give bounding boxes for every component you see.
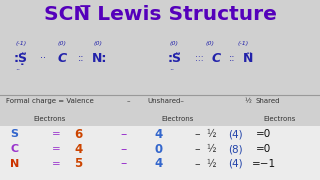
Text: :::: ::: [195, 54, 203, 63]
Text: 0: 0 [154, 143, 163, 156]
Text: ½: ½ [206, 129, 216, 139]
Text: Formal charge = Valence: Formal charge = Valence [6, 98, 94, 104]
Text: =: = [52, 129, 60, 139]
Text: (4): (4) [228, 129, 243, 139]
Text: 4: 4 [74, 143, 83, 156]
Text: –: – [120, 128, 126, 141]
Text: :Ṣ̈: :Ṣ̈ [14, 52, 28, 65]
Text: 6: 6 [74, 128, 83, 141]
FancyBboxPatch shape [0, 126, 320, 180]
Text: (4): (4) [228, 159, 243, 169]
Text: Electrons: Electrons [33, 116, 66, 122]
Text: (0): (0) [170, 41, 179, 46]
Text: SCN̅ Lewis Structure: SCN̅ Lewis Structure [44, 5, 276, 24]
Text: C: C [10, 144, 19, 154]
Text: ½: ½ [206, 159, 216, 169]
Text: (8): (8) [228, 144, 243, 154]
Text: –: – [120, 143, 126, 156]
Text: Shared: Shared [256, 98, 281, 104]
Text: C: C [58, 52, 67, 65]
Text: ½: ½ [206, 144, 216, 154]
Text: N: N [10, 159, 19, 169]
Text: 4: 4 [154, 128, 163, 141]
Text: –: – [194, 144, 200, 154]
Text: –: – [120, 157, 126, 170]
Text: ::: :: [229, 53, 236, 64]
Text: Electrons: Electrons [264, 116, 296, 122]
Text: ::: :: [78, 53, 85, 64]
Text: (0): (0) [93, 41, 102, 46]
Text: ··: ·· [170, 66, 175, 75]
Text: =: = [52, 144, 60, 154]
Text: 4: 4 [154, 157, 163, 170]
Text: N̈: N̈ [243, 52, 253, 65]
Text: =: = [52, 159, 60, 169]
Text: –: – [126, 98, 130, 104]
Text: ··: ·· [40, 53, 46, 64]
Text: Electrons: Electrons [161, 116, 194, 122]
Text: ··: ·· [15, 66, 20, 75]
Text: :S̈: :S̈ [167, 52, 181, 65]
Text: (0): (0) [205, 41, 214, 46]
Text: N:: N: [92, 52, 107, 65]
Text: =0: =0 [256, 144, 272, 154]
Text: (-1): (-1) [15, 41, 27, 46]
Text: –: – [194, 159, 200, 169]
Text: 5: 5 [74, 157, 83, 170]
Text: Unshared–: Unshared– [147, 98, 184, 104]
Text: –: – [194, 129, 200, 139]
Text: (-1): (-1) [237, 41, 249, 46]
Text: S: S [10, 129, 18, 139]
Text: (0): (0) [58, 41, 67, 46]
Text: ½: ½ [244, 98, 252, 104]
Text: =0: =0 [256, 129, 272, 139]
Text: =−1: =−1 [252, 159, 276, 169]
Text: C: C [212, 52, 220, 65]
